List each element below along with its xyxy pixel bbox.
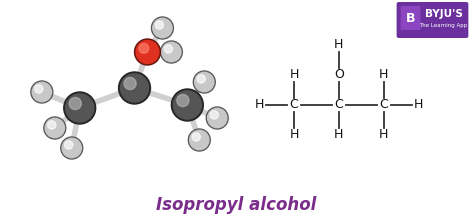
Text: C: C [379, 99, 388, 112]
Circle shape [32, 82, 52, 102]
Circle shape [190, 130, 209, 150]
Circle shape [153, 18, 172, 38]
Circle shape [136, 41, 159, 63]
Circle shape [139, 43, 149, 53]
Circle shape [64, 92, 96, 124]
Circle shape [35, 85, 43, 93]
Circle shape [162, 42, 181, 62]
Circle shape [177, 94, 189, 107]
Circle shape [197, 75, 205, 83]
Text: Isopropyl alcohol: Isopropyl alcohol [156, 196, 316, 214]
Circle shape [208, 108, 227, 128]
Circle shape [173, 91, 201, 119]
Circle shape [118, 72, 150, 104]
Circle shape [120, 74, 148, 102]
Circle shape [206, 107, 228, 129]
Text: O: O [334, 69, 344, 82]
Circle shape [195, 72, 214, 92]
Text: H: H [334, 38, 344, 51]
Text: C: C [335, 99, 343, 112]
Text: The Learning App: The Learning App [419, 23, 467, 29]
Text: H: H [334, 128, 344, 141]
Circle shape [155, 21, 164, 29]
Circle shape [66, 94, 94, 122]
Text: H: H [289, 128, 299, 141]
Text: B: B [406, 11, 415, 25]
FancyBboxPatch shape [401, 6, 420, 30]
Circle shape [188, 129, 210, 151]
Circle shape [61, 137, 82, 159]
Text: H: H [255, 99, 264, 112]
Circle shape [69, 97, 82, 110]
Circle shape [124, 77, 136, 90]
Circle shape [160, 41, 182, 63]
Text: BYJU'S: BYJU'S [425, 9, 463, 19]
Text: H: H [379, 69, 388, 82]
Circle shape [210, 111, 219, 119]
Circle shape [135, 39, 160, 65]
Circle shape [164, 45, 173, 53]
Text: H: H [379, 128, 388, 141]
Circle shape [152, 17, 173, 39]
FancyBboxPatch shape [397, 2, 468, 38]
Text: H: H [414, 99, 423, 112]
Circle shape [192, 133, 201, 141]
Circle shape [44, 117, 66, 139]
Circle shape [62, 138, 82, 158]
Circle shape [172, 89, 203, 121]
Circle shape [193, 71, 215, 93]
Text: C: C [290, 99, 298, 112]
Circle shape [47, 121, 56, 129]
Text: H: H [289, 69, 299, 82]
Circle shape [64, 141, 73, 149]
Circle shape [45, 118, 64, 138]
Circle shape [31, 81, 53, 103]
